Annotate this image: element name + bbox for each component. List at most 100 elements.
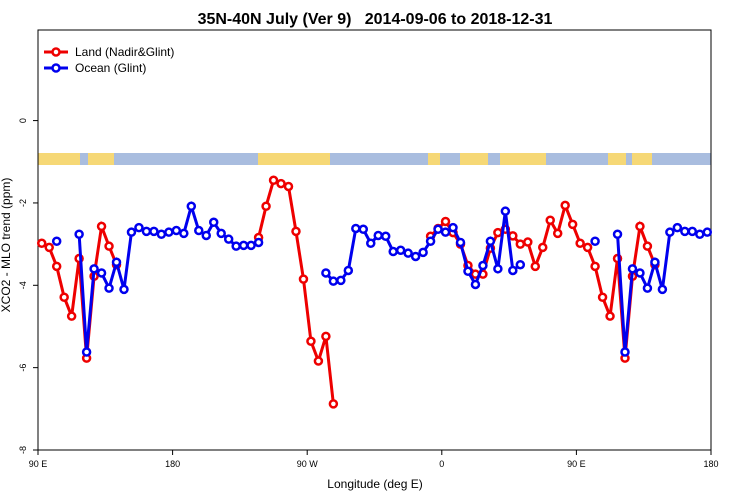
plot-frame (37, 29, 712, 451)
map-strip (38, 153, 711, 165)
point (194, 225, 204, 236)
point (657, 284, 668, 295)
point (268, 175, 279, 186)
x-axis-label: Longitude (deg E) (327, 477, 422, 491)
point (231, 241, 241, 251)
point (695, 229, 705, 239)
point (590, 236, 600, 246)
point (635, 268, 645, 278)
point (680, 226, 690, 237)
point (582, 242, 593, 253)
chart-title: 35N-40N July (Ver 9) 2014-09-06 to 2018-… (198, 11, 553, 28)
point (380, 231, 391, 242)
y-tick-label: -2 (18, 199, 28, 207)
point (328, 276, 339, 286)
point (51, 236, 62, 246)
x-tick-label: 180 (165, 459, 180, 469)
point (463, 266, 473, 277)
point (500, 206, 511, 216)
point (276, 178, 286, 189)
point (119, 284, 129, 295)
point (44, 242, 54, 253)
point (366, 238, 376, 249)
point (650, 257, 660, 267)
point (328, 399, 339, 409)
point (291, 226, 301, 237)
point (575, 238, 585, 249)
point (620, 347, 630, 357)
series-line (257, 178, 335, 405)
point (478, 260, 488, 271)
y-tick-label: 0 (18, 118, 28, 123)
point (508, 231, 518, 241)
x-tick-label: 90 E (29, 459, 48, 469)
point (358, 224, 369, 235)
x-tick-label: 90 W (297, 459, 319, 469)
x-tick-label: 0 (439, 459, 444, 469)
point (560, 200, 570, 211)
point (89, 264, 99, 274)
point (665, 227, 675, 237)
point (433, 224, 443, 235)
point (74, 229, 84, 239)
point (104, 241, 114, 251)
y-axis-label: XCO2 - MLO trend (ppm) (0, 178, 13, 313)
point (351, 223, 361, 234)
point (96, 221, 107, 232)
point (515, 259, 526, 270)
point (493, 264, 503, 274)
point (223, 234, 234, 244)
point (493, 227, 503, 238)
point (425, 236, 436, 246)
point (186, 201, 197, 211)
point (216, 228, 226, 239)
point (590, 261, 600, 272)
point (388, 246, 398, 257)
point (485, 236, 496, 246)
y-tick-label: -8 (18, 446, 28, 454)
point (395, 245, 406, 256)
point (403, 248, 413, 258)
legend-label: Ocean (Glint) (75, 61, 146, 75)
point (179, 228, 189, 239)
point (635, 221, 645, 232)
point (126, 227, 137, 237)
legend-item: Ocean (Glint) (44, 61, 146, 75)
point (515, 239, 526, 249)
point (605, 311, 615, 321)
point (538, 242, 548, 253)
point (612, 229, 623, 239)
x-tick-label: 180 (703, 459, 718, 469)
point (440, 227, 451, 237)
point (672, 222, 683, 233)
point (373, 230, 383, 241)
point (321, 268, 331, 278)
point (149, 226, 159, 237)
point (642, 283, 653, 293)
point (283, 181, 294, 192)
point (687, 226, 698, 237)
point (597, 292, 608, 302)
point (96, 268, 107, 278)
point (156, 229, 167, 239)
point (530, 261, 541, 272)
point (111, 257, 122, 267)
point (208, 217, 219, 228)
point (508, 265, 518, 276)
point (51, 261, 62, 272)
point (134, 222, 144, 233)
point (523, 237, 533, 247)
point (567, 219, 578, 230)
point (141, 226, 152, 237)
y-tick-label: -4 (18, 281, 28, 289)
point (418, 247, 428, 258)
point (313, 356, 324, 366)
point (642, 241, 653, 251)
legend-item: Land (Nadir&Glint) (44, 45, 174, 59)
legend-marker (51, 63, 61, 73)
legend-marker (51, 47, 61, 57)
point (552, 228, 563, 239)
point (164, 227, 174, 237)
point (306, 336, 316, 347)
series (36, 175, 660, 409)
